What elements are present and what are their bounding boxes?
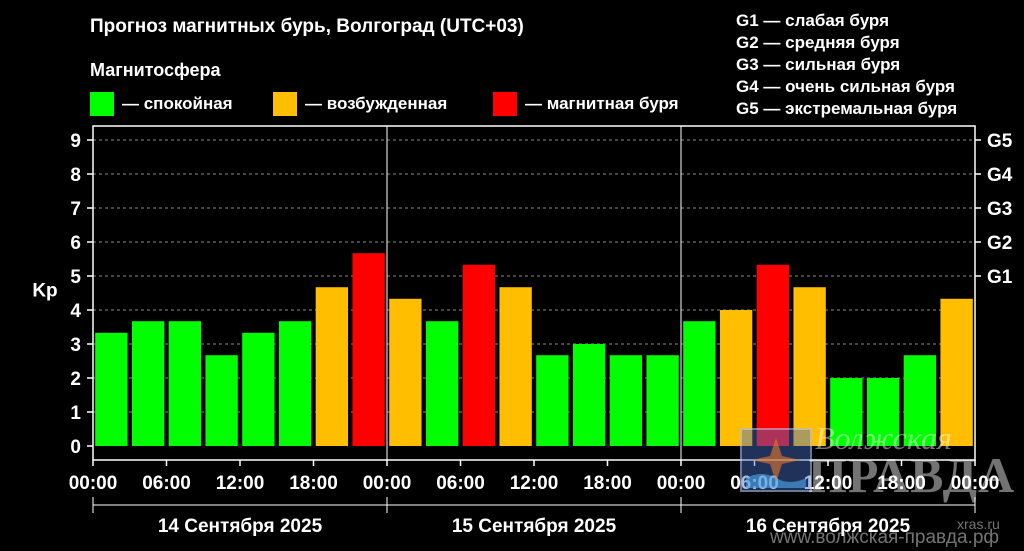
watermark-logo [740, 428, 812, 492]
bar [131, 321, 165, 446]
bar [903, 355, 937, 446]
bar [866, 378, 900, 446]
x-tick-label: 06:00 [142, 473, 191, 494]
legend-item-active: — возбужденная [273, 92, 447, 116]
g-scale-g3: G3 — сильная буря [736, 55, 901, 74]
x-tick-label: 12:00 [804, 473, 853, 494]
bar [499, 287, 532, 446]
bar [205, 355, 238, 446]
x-tick-label: 00:00 [657, 473, 706, 494]
legend-item-storm: — магнитная буря [493, 92, 679, 116]
y-tick-label: 5 [70, 267, 81, 288]
bar [719, 310, 753, 446]
x-tick-label: 18:00 [289, 473, 338, 494]
watermark-site1: xras.ru [957, 516, 1000, 532]
bar [830, 378, 863, 446]
watermark-line1: Волжская [815, 420, 952, 456]
legend-label-quiet: — спокойная [122, 94, 233, 113]
x-tick-label: 00:00 [363, 473, 412, 494]
g-scale-legend: G1 — слабая буря G2 — средняя буря G3 — … [736, 10, 957, 120]
y-tick-label: 6 [70, 233, 81, 254]
bar [756, 264, 790, 446]
legend-title: Магнитосфера [90, 60, 221, 80]
day-label: 15 Сентября 2025 [452, 516, 617, 537]
x-tick-label: 12:00 [510, 473, 559, 494]
g-tick-label: G4 [987, 165, 1013, 186]
y-tick-label: 8 [70, 165, 81, 186]
legend-label-active: — возбужденная [305, 94, 448, 113]
legend-label-storm: — магнитная буря [525, 94, 679, 113]
watermark-site2: www.волжская-правда.рф [770, 527, 1000, 548]
y-axis-label: Kp [32, 281, 57, 302]
y-tick-label: 7 [70, 199, 81, 220]
chart-title: Прогноз магнитных бурь, Волгоград (UTC+0… [90, 16, 524, 37]
x-tick-label: 18:00 [877, 473, 926, 494]
g-scale-g2: G2 — средняя буря [736, 33, 900, 52]
legend-swatch-active [273, 92, 297, 116]
bar [940, 298, 973, 446]
x-tick-label: 18:00 [583, 473, 632, 494]
y-tick-label: 9 [70, 131, 81, 152]
legend-swatch-storm [493, 92, 517, 116]
bar [683, 321, 716, 446]
bar [609, 355, 643, 446]
g-tick-label: G5 [987, 131, 1013, 152]
y-tick-label: 3 [70, 335, 81, 356]
leaf-emblem-icon [746, 438, 806, 488]
g-tick-label: G3 [987, 199, 1012, 220]
bar [242, 332, 275, 446]
x-tick-label: 00:00 [951, 473, 1000, 494]
g-tick-label: G1 [987, 267, 1013, 288]
day-label: 14 Сентября 2025 [158, 516, 323, 537]
bar [95, 332, 128, 446]
bar [315, 287, 349, 446]
y-tick-label: 2 [70, 369, 81, 390]
watermark-line2: правда [808, 447, 1016, 503]
g-scale-g5: G5 — экстремальная буря [736, 99, 958, 118]
legend-item-quiet: — спокойная [90, 92, 233, 116]
bar [462, 264, 496, 446]
bar [572, 344, 606, 446]
day-label: 16 Сентября 2025 [746, 516, 911, 537]
g-tick-label: G2 [987, 233, 1012, 254]
bar [278, 321, 312, 446]
bar [646, 355, 679, 446]
bar [536, 355, 569, 446]
g-scale-g1: G1 — слабая буря [736, 11, 890, 30]
legend-swatch-quiet [90, 92, 114, 116]
bar [425, 321, 459, 446]
y-tick-label: 1 [70, 403, 81, 424]
y-tick-label: 4 [70, 301, 81, 322]
bar [793, 287, 826, 446]
y-tick-label: 0 [70, 437, 81, 458]
x-tick-label: 12:00 [216, 473, 265, 494]
x-tick-label: 06:00 [436, 473, 485, 494]
g-scale-g4: G4 — очень сильная буря [736, 77, 955, 96]
bar [168, 321, 202, 446]
x-tick-label: 00:00 [69, 473, 118, 494]
bar [352, 253, 385, 446]
bar [389, 298, 422, 446]
